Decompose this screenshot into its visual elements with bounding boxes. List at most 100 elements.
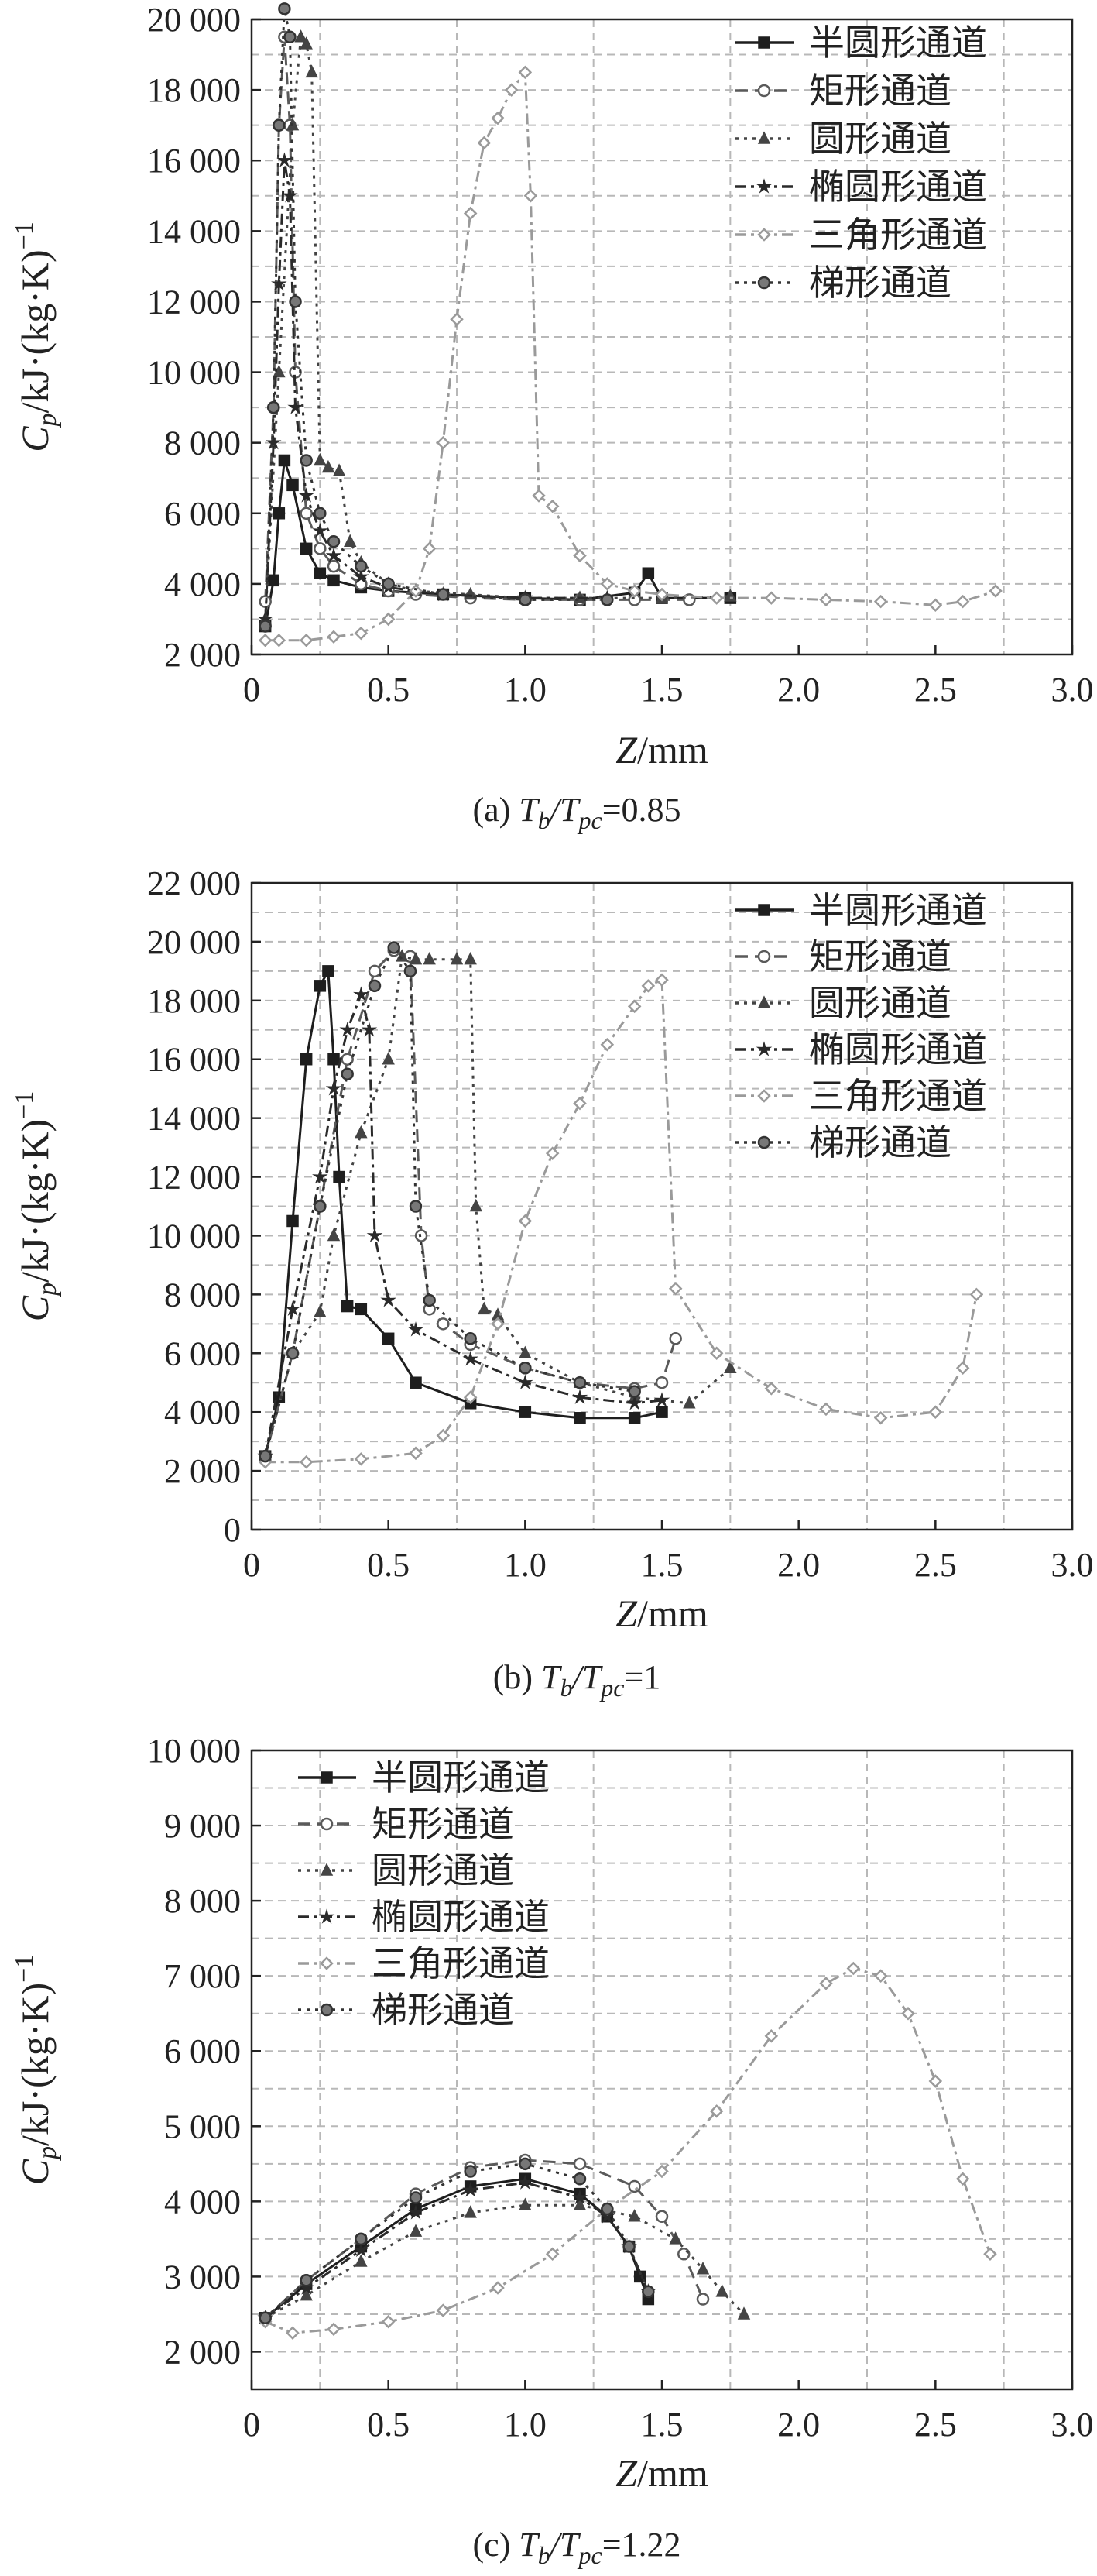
x-tick-label: 2.0 bbox=[777, 671, 820, 709]
data-point bbox=[267, 574, 280, 587]
data-point bbox=[715, 2284, 728, 2297]
data-point bbox=[407, 1321, 424, 1337]
x-tick-label: 1.5 bbox=[641, 1546, 684, 1584]
y-tick-label: 16 000 bbox=[147, 142, 241, 180]
data-point bbox=[314, 980, 327, 992]
series-4 bbox=[258, 65, 1003, 647]
data-point bbox=[491, 2281, 505, 2295]
data-point bbox=[368, 964, 382, 978]
y-tick-label: 5 000 bbox=[164, 2107, 241, 2145]
data-point bbox=[469, 1198, 482, 1212]
data-point bbox=[278, 454, 291, 467]
data-point bbox=[450, 312, 464, 326]
data-point bbox=[532, 489, 546, 503]
data-point bbox=[423, 1293, 436, 1307]
data-point bbox=[366, 1227, 383, 1243]
data-point bbox=[273, 118, 286, 132]
data-point bbox=[463, 206, 478, 221]
data-point bbox=[259, 620, 272, 633]
data-point bbox=[901, 2006, 915, 2021]
legend-marker bbox=[756, 178, 773, 194]
legend-entry: 半圆形通道 bbox=[735, 22, 987, 64]
data-point bbox=[300, 542, 313, 555]
y-tick-label: 4 000 bbox=[164, 1393, 241, 1431]
data-point bbox=[463, 1390, 478, 1404]
legend-marker bbox=[318, 1908, 335, 1924]
y-tick-label: 8 000 bbox=[164, 1276, 241, 1314]
data-point bbox=[387, 941, 400, 954]
data-point bbox=[519, 593, 532, 606]
data-point bbox=[571, 2189, 588, 2205]
data-point bbox=[382, 577, 395, 591]
data-point bbox=[325, 1080, 342, 1096]
data-point bbox=[305, 64, 318, 78]
legend-entry: 矩形通道 bbox=[735, 70, 951, 112]
data-point bbox=[286, 479, 299, 492]
series-1 bbox=[259, 2153, 710, 2325]
data-point bbox=[436, 2303, 451, 2317]
data-point bbox=[273, 507, 286, 520]
legend-label: 半圆形通道 bbox=[809, 889, 987, 931]
legend-entry: 椭圆形通道 bbox=[298, 1896, 550, 1938]
series-line bbox=[265, 1967, 992, 2334]
data-point bbox=[409, 584, 423, 598]
y-tick-label: 14 000 bbox=[147, 1100, 241, 1138]
y-tick-label: 8 000 bbox=[164, 424, 241, 462]
data-point bbox=[355, 2254, 368, 2267]
data-point bbox=[422, 541, 437, 556]
data-point bbox=[407, 2204, 424, 2220]
legend-marker bbox=[757, 84, 771, 98]
series-4 bbox=[258, 1961, 997, 2340]
data-point bbox=[571, 1389, 588, 1404]
data-point bbox=[368, 979, 382, 993]
data-point bbox=[622, 2240, 636, 2253]
x-tick-label: 0.5 bbox=[367, 2406, 410, 2444]
x-tick-label: 0 bbox=[243, 1546, 260, 1584]
legend-label: 三角形通道 bbox=[809, 214, 987, 256]
y-tick-label: 6 000 bbox=[164, 1334, 241, 1372]
data-point bbox=[655, 973, 669, 987]
data-point bbox=[955, 594, 970, 609]
series-4 bbox=[258, 973, 984, 1469]
data-point bbox=[669, 2231, 682, 2245]
x-tick-label: 0.5 bbox=[367, 1546, 410, 1584]
data-point bbox=[286, 1347, 300, 1360]
data-point bbox=[653, 1392, 670, 1407]
data-point bbox=[627, 999, 642, 1014]
legend-label: 椭圆形通道 bbox=[372, 1896, 550, 1938]
legend-entry: 矩形通道 bbox=[298, 1803, 514, 1845]
data-point bbox=[437, 1317, 450, 1331]
legend-marker bbox=[756, 1041, 773, 1056]
data-point bbox=[819, 1977, 833, 1990]
series-2 bbox=[259, 2197, 751, 2324]
data-point bbox=[709, 2104, 724, 2118]
y-tick-label: 12 000 bbox=[147, 283, 241, 321]
legend-label: 半圆形通道 bbox=[809, 22, 987, 64]
series-3 bbox=[257, 2174, 656, 2325]
y-tick-label: 2 000 bbox=[164, 1452, 241, 1490]
legend-entry: 椭圆形通道 bbox=[735, 1029, 987, 1070]
x-tick-label: 1.5 bbox=[641, 671, 684, 709]
data-point bbox=[464, 1332, 477, 1345]
legend-label: 梯形通道 bbox=[372, 1989, 514, 2031]
data-point bbox=[724, 1360, 737, 1373]
data-point bbox=[519, 2157, 532, 2171]
data-point bbox=[519, 2197, 532, 2210]
data-point bbox=[601, 593, 614, 606]
data-point bbox=[327, 1053, 340, 1066]
y-tick-label: 2 000 bbox=[164, 636, 241, 674]
y-tick-label: 16 000 bbox=[147, 1041, 241, 1079]
data-point bbox=[642, 2285, 655, 2299]
data-point bbox=[989, 584, 1003, 598]
data-point bbox=[437, 588, 450, 601]
legend-label: 三角形通道 bbox=[809, 1075, 987, 1117]
data-point bbox=[668, 1282, 683, 1296]
x-tick-label: 2.5 bbox=[914, 671, 957, 709]
data-point bbox=[332, 463, 346, 476]
legend-label: 圆形通道 bbox=[809, 982, 951, 1024]
data-point bbox=[873, 594, 888, 609]
legend-label: 梯形通道 bbox=[809, 1121, 951, 1163]
legend-entry: 梯形通道 bbox=[735, 1121, 951, 1163]
data-point bbox=[573, 2157, 587, 2171]
data-point bbox=[477, 136, 492, 150]
